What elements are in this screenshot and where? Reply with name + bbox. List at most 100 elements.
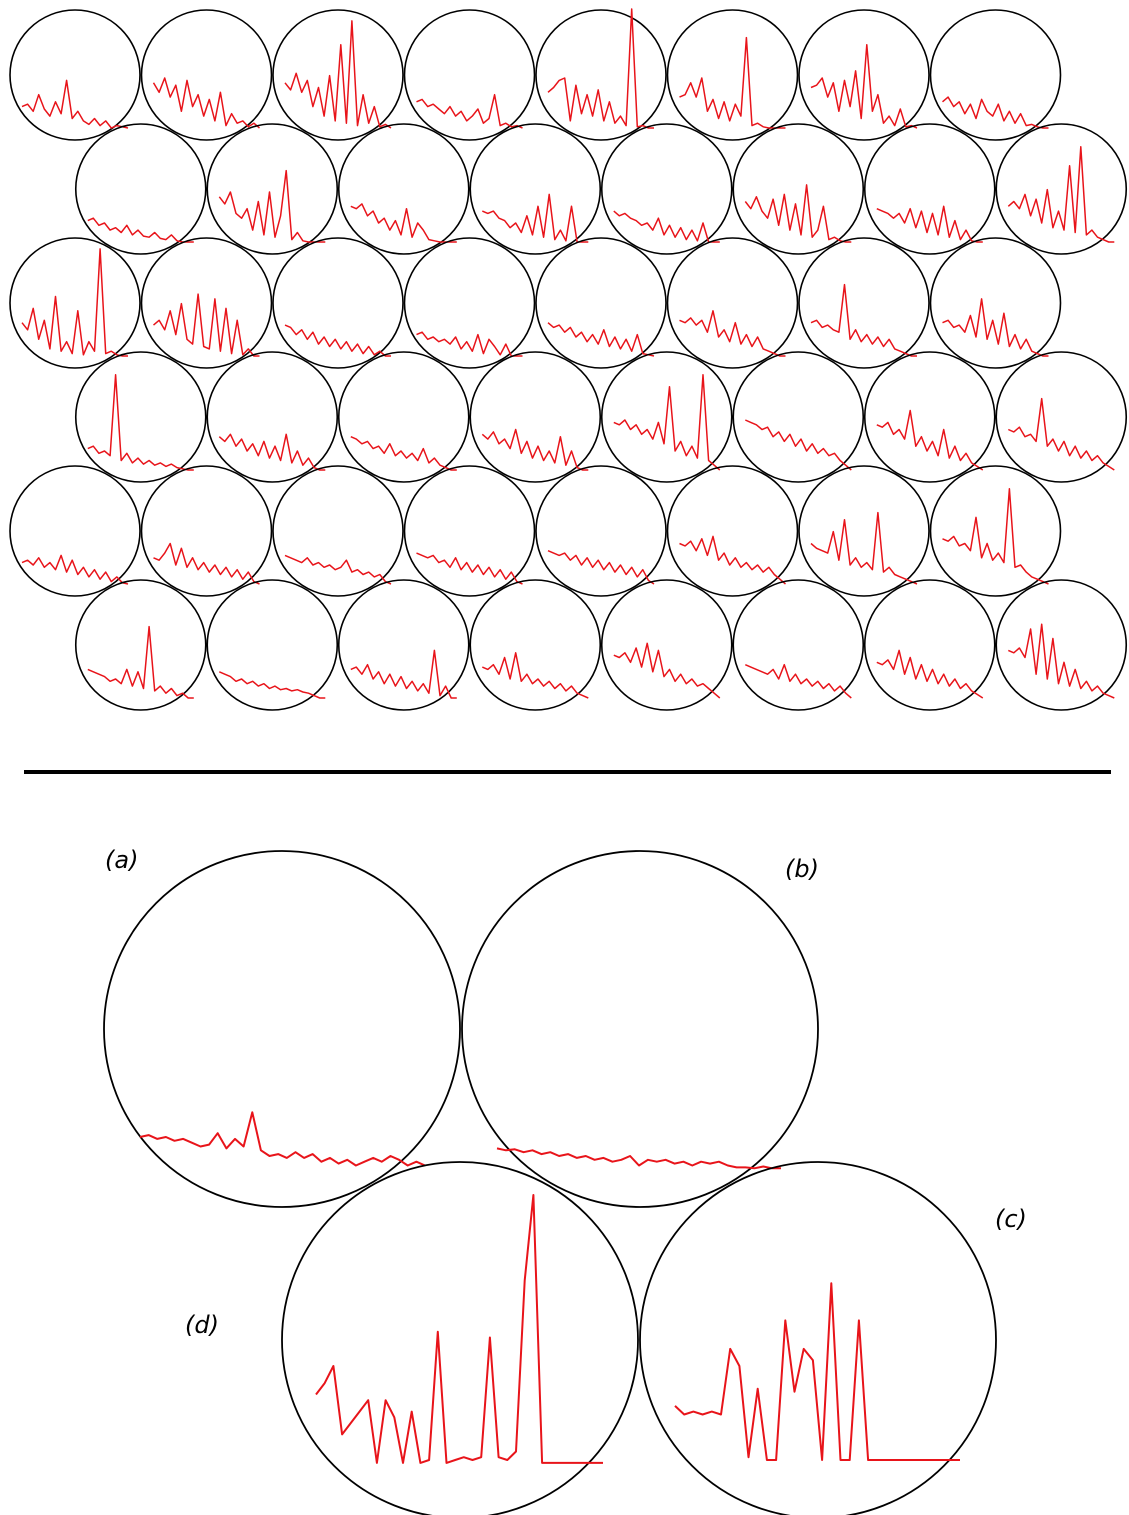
cell-trace [153, 293, 260, 357]
cell-trace [613, 642, 721, 699]
grid-cell [9, 9, 141, 141]
detail-circle-c [639, 1161, 997, 1515]
grid-cell [863, 123, 996, 255]
cell-trace [679, 535, 786, 585]
detail-panel-b [461, 850, 819, 1208]
panel-label-a: (a) [105, 846, 138, 874]
cell-trace [152, 77, 260, 129]
grid-cell [863, 351, 996, 483]
cell-circle [929, 237, 1062, 369]
grid-cell [140, 237, 273, 369]
cell-circle [9, 237, 141, 369]
cell-circle [732, 123, 865, 255]
cell-trace [219, 671, 326, 699]
cell-trace [153, 542, 260, 585]
cell-circle [535, 465, 667, 597]
cell-trace [482, 193, 589, 243]
grid-cell [666, 465, 799, 597]
cell-trace [744, 184, 852, 243]
cell-circle [140, 9, 273, 141]
cell-trace [942, 298, 1049, 357]
cell-circle [535, 9, 667, 141]
cell-trace [876, 409, 984, 471]
cell-circle [74, 123, 207, 255]
cell-trace [416, 93, 523, 129]
detail-circle-d [281, 1161, 639, 1515]
cell-circle [9, 9, 141, 141]
cell-circle [798, 465, 930, 597]
cell-trace [876, 205, 983, 243]
cell-circle [140, 465, 273, 597]
cell-trace [613, 210, 720, 243]
grid-cell [337, 351, 470, 483]
cell-circle [798, 9, 930, 141]
cell-circle [337, 579, 470, 711]
grid-cell [469, 579, 602, 711]
cell-circle [666, 9, 799, 141]
grid-cell [600, 351, 733, 483]
grid-cell [600, 579, 733, 711]
cell-trace [350, 436, 457, 471]
grid-cell [337, 579, 470, 711]
detail-trace-b [496, 1147, 781, 1170]
grid-cell [337, 123, 470, 255]
detail-trace-c [674, 1282, 960, 1461]
cell-trace [547, 8, 654, 129]
grid-cell [666, 9, 799, 141]
cell-circle [929, 9, 1062, 141]
cell-circle [995, 579, 1128, 711]
cell-trace [481, 428, 589, 471]
cell-trace [547, 550, 655, 585]
grid-cell [206, 351, 339, 483]
cell-trace [679, 310, 786, 357]
grid-cell [535, 237, 667, 369]
grid-cell [403, 465, 536, 597]
cell-trace [21, 554, 129, 585]
grid-cell [995, 123, 1128, 255]
cell-circle [600, 351, 733, 483]
cell-circle [469, 579, 602, 711]
cell-circle [666, 465, 799, 597]
grid-cell [535, 8, 667, 141]
cell-circle [272, 465, 404, 597]
circle-grid [9, 8, 1128, 711]
cell-circle [798, 237, 930, 369]
cell-trace [284, 324, 391, 357]
grid-cell [403, 237, 536, 369]
cell-trace [876, 649, 984, 699]
cell-trace [87, 374, 194, 471]
cell-trace [218, 169, 326, 243]
grid-cell [469, 351, 602, 483]
detail-circle-a [103, 850, 461, 1208]
grid-cell [600, 123, 733, 255]
detail-panel-c [639, 1161, 997, 1515]
grid-cell [469, 123, 602, 255]
grid-cell [206, 123, 339, 255]
grid-cell [272, 465, 404, 597]
grid-cell [666, 237, 799, 369]
cell-trace [547, 322, 655, 357]
panel-label-d: (d) [185, 1311, 219, 1339]
cell-circle [469, 351, 602, 483]
cell-trace [942, 488, 1049, 585]
cell-trace [87, 625, 194, 699]
cell-circle [206, 351, 339, 483]
grid-cell [74, 351, 207, 483]
grid-cell [929, 9, 1062, 141]
cell-circle [929, 465, 1062, 597]
grid-cell [732, 123, 865, 255]
cell-trace [679, 36, 786, 129]
grid-cell [732, 579, 865, 711]
cell-circle [272, 237, 404, 369]
grid-cell [995, 579, 1128, 711]
detail-panels [103, 850, 997, 1515]
grid-cell [206, 579, 339, 711]
cell-trace [745, 663, 852, 699]
cell-trace [21, 79, 129, 129]
cell-trace [1008, 623, 1115, 699]
cell-circle [666, 237, 799, 369]
cell-circle [403, 237, 536, 369]
detail-circle-b [461, 850, 819, 1208]
grid-cell [929, 237, 1062, 369]
